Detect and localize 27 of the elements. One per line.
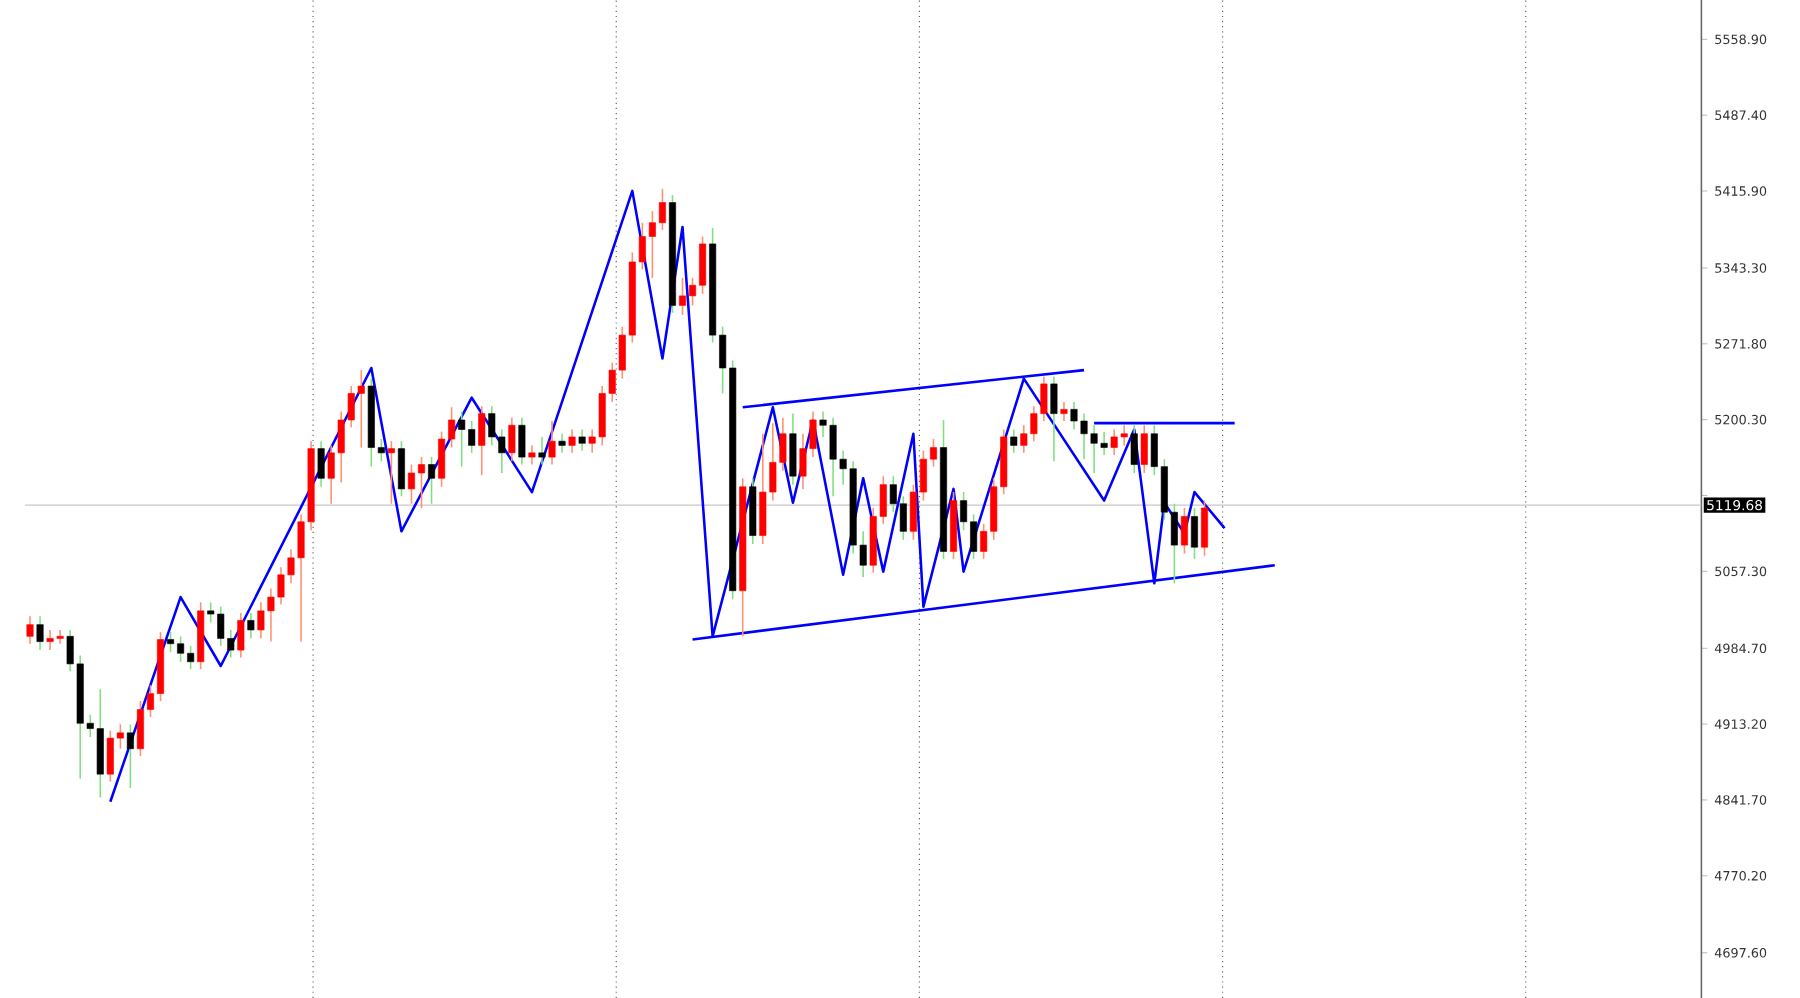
candlestick [478,405,486,476]
candlestick [36,615,44,651]
candlestick [518,417,526,466]
candlestick [528,444,536,466]
candlestick [397,440,405,498]
candlestick [1130,424,1138,474]
candlestick [247,612,255,640]
candlestick [558,432,566,454]
candlestick [237,612,245,659]
candlestick [548,420,556,466]
candlestick [1050,375,1058,463]
candlestick [538,436,546,466]
candlestick [26,615,34,645]
candlestick [1190,507,1198,560]
candlestick [1010,428,1018,454]
candlestick [568,428,576,454]
candlestick [508,417,516,463]
candlestick [387,440,395,505]
candlestick [1060,401,1068,422]
candlestick [428,456,436,505]
candlestick [789,412,797,486]
candlestick [1200,499,1209,557]
candlestick [1180,507,1188,555]
candlestick [578,428,586,452]
candlestick [317,440,325,488]
candlestick [1140,424,1148,474]
candlestick [126,723,134,789]
